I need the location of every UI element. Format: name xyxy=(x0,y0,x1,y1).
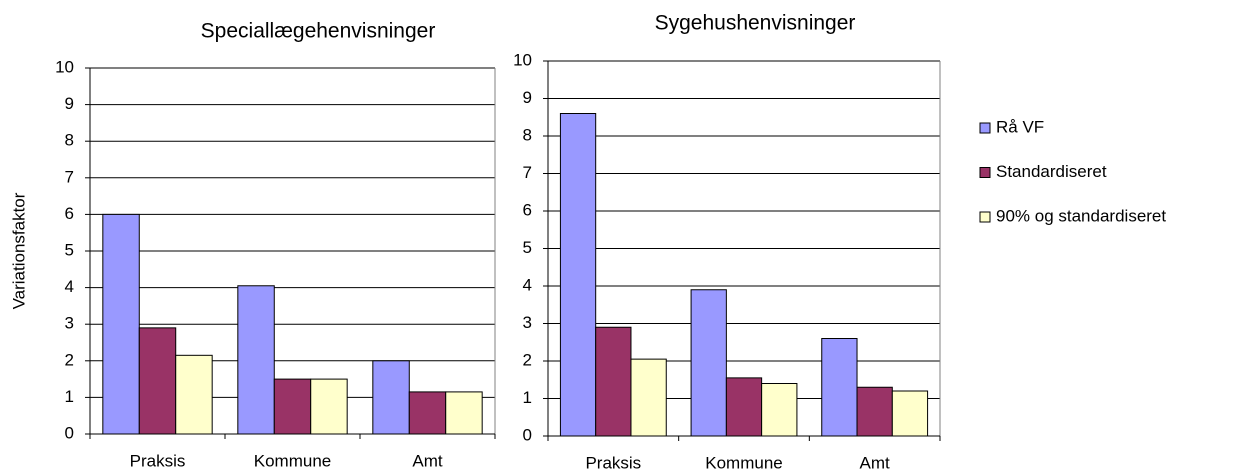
y-tick-label: 7 xyxy=(523,163,532,182)
bar xyxy=(891,390,929,437)
y-tick-label: 4 xyxy=(523,275,532,294)
bar xyxy=(372,360,410,435)
x-tick-label: Kommune xyxy=(705,453,782,472)
y-tick-label: 3 xyxy=(523,313,532,332)
x-tick-label: Kommune xyxy=(254,451,331,470)
y-tick-label: 6 xyxy=(65,204,74,223)
y-tick-label: 10 xyxy=(55,57,74,76)
y-tick-label: 4 xyxy=(65,277,74,296)
bar xyxy=(761,383,798,437)
y-tick-label: 6 xyxy=(523,200,532,219)
bar xyxy=(821,338,858,437)
y-tick-label: 8 xyxy=(65,131,74,150)
legend-label: Rå VF xyxy=(996,117,1044,136)
bar xyxy=(856,386,893,437)
bar xyxy=(138,327,177,435)
bar xyxy=(445,391,483,435)
bar xyxy=(237,285,275,435)
y-tick-label: 2 xyxy=(523,350,532,369)
legend-swatch xyxy=(979,167,991,178)
legend-label: 90% og standardiseret xyxy=(996,206,1166,225)
y-tick-label: 1 xyxy=(65,387,74,406)
legend-swatch xyxy=(979,211,991,223)
bar xyxy=(310,378,348,435)
chart-title: Sygehushenvisninger xyxy=(655,12,856,35)
y-tick-label: 1 xyxy=(523,388,532,407)
bar xyxy=(559,113,597,437)
y-tick-label: 9 xyxy=(65,94,74,113)
y-tick-label: 0 xyxy=(65,423,74,442)
y-tick-label: 5 xyxy=(523,238,532,257)
x-tick-label: Praksis xyxy=(585,453,641,472)
bar xyxy=(102,213,140,435)
legend-swatch xyxy=(979,122,991,134)
bar xyxy=(408,391,447,435)
bar xyxy=(595,326,632,437)
y-tick-label: 0 xyxy=(523,425,532,444)
legend-label: Standardiseret xyxy=(996,162,1107,181)
y-tick-label: 7 xyxy=(65,167,74,186)
bar xyxy=(273,378,312,435)
y-axis-label: Variationsfaktor xyxy=(9,192,28,309)
y-tick-label: 5 xyxy=(65,240,74,259)
x-tick-label: Amt xyxy=(412,451,443,470)
x-tick-label: Amt xyxy=(860,453,891,472)
y-tick-label: 8 xyxy=(523,125,532,144)
y-tick-label: 10 xyxy=(513,50,532,69)
bar xyxy=(630,358,667,437)
x-tick-label: Praksis xyxy=(130,451,186,470)
y-tick-label: 3 xyxy=(65,314,74,333)
chart-title: Speciallægehenvisninger xyxy=(201,20,436,43)
y-tick-label: 9 xyxy=(523,88,532,107)
bar xyxy=(690,289,727,437)
y-tick-label: 2 xyxy=(65,350,74,369)
bar xyxy=(725,377,763,437)
bar xyxy=(175,354,213,435)
